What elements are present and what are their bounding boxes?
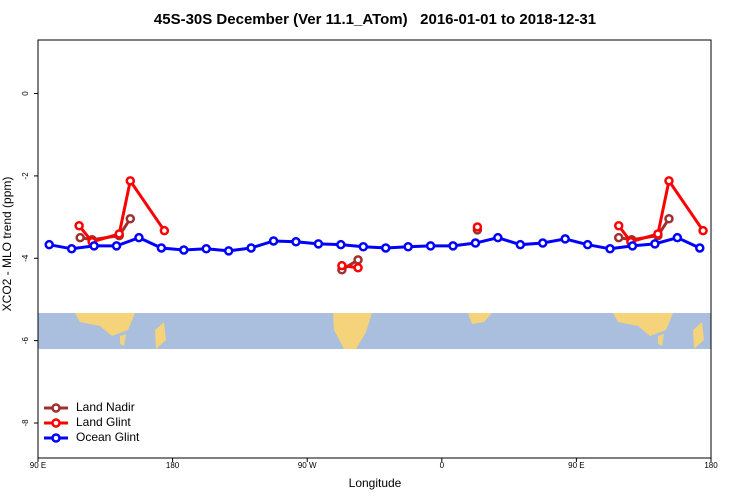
point	[493, 232, 503, 243]
point	[653, 229, 663, 239]
point	[201, 244, 211, 254]
point	[156, 243, 167, 253]
point	[125, 176, 136, 186]
x-tick-label: 0	[440, 461, 445, 470]
point	[179, 245, 189, 255]
y-tick-label: -2	[21, 172, 30, 180]
point	[353, 255, 363, 265]
point	[627, 241, 638, 251]
point	[403, 241, 413, 252]
point	[472, 222, 483, 232]
point	[613, 220, 624, 231]
point	[291, 237, 301, 247]
point	[223, 246, 234, 256]
point	[159, 225, 170, 236]
point	[698, 225, 708, 236]
x-tick-label: 180	[704, 461, 718, 470]
point	[74, 220, 84, 231]
legend-marker	[51, 403, 61, 413]
y-axis-label: XCO2 - MLO trend (ppm)	[0, 177, 14, 312]
x-tick-label: 90 W	[298, 461, 317, 470]
y-tick-label: 0	[21, 91, 30, 96]
legend-label: Ocean Glint	[76, 430, 140, 444]
point	[425, 241, 436, 251]
point	[358, 241, 369, 252]
point	[114, 229, 124, 239]
plot-frame	[37, 39, 712, 459]
series-line	[48, 236, 701, 253]
point	[125, 213, 136, 224]
point	[664, 176, 674, 186]
point	[44, 239, 54, 250]
point	[448, 241, 458, 251]
x-tick-label: 90 E	[568, 461, 584, 470]
point	[380, 243, 391, 253]
map-strip	[38, 313, 711, 349]
point	[336, 239, 346, 250]
point	[353, 262, 363, 273]
point	[582, 239, 593, 250]
x-tick-label: 180	[166, 461, 180, 470]
legend-label: Land Glint	[76, 415, 131, 429]
point	[313, 239, 324, 249]
point	[111, 241, 122, 251]
point	[613, 232, 624, 243]
x-tick-label: 90 E	[30, 461, 46, 470]
point	[650, 239, 660, 249]
point	[605, 244, 615, 254]
legend-marker	[51, 418, 61, 428]
point	[560, 234, 570, 244]
legend-marker	[51, 433, 61, 443]
point	[246, 243, 256, 253]
x-axis-label: Longitude	[349, 476, 402, 490]
point	[89, 241, 99, 251]
point	[538, 238, 548, 248]
y-tick-label: -6	[21, 337, 30, 345]
y-tick-label: -8	[21, 419, 30, 427]
point	[134, 232, 144, 243]
point	[470, 238, 481, 248]
point	[695, 243, 705, 253]
point	[75, 232, 85, 243]
chart-title: 45S-30S December (Ver 11.1_ATom) 2016-01…	[154, 11, 596, 28]
y-tick-label: -4	[21, 254, 30, 262]
point	[268, 236, 279, 246]
legend-label: Land Nadir	[76, 400, 135, 414]
point	[66, 244, 77, 254]
point	[515, 239, 526, 250]
point	[672, 232, 683, 243]
series-line	[77, 177, 705, 270]
point	[664, 213, 674, 224]
point	[337, 260, 347, 271]
